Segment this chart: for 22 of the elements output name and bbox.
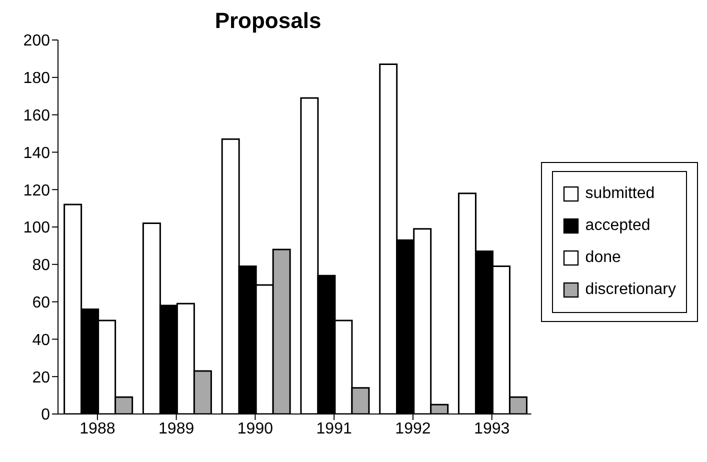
- y-tick-label: 120: [23, 182, 50, 200]
- chart-title: Proposals: [214, 8, 322, 34]
- legend-label: submitted: [585, 184, 655, 204]
- x-tick-label: 1992: [395, 420, 431, 438]
- x-tick-label: 1991: [316, 420, 352, 438]
- y-tick-label: 180: [23, 70, 50, 88]
- y-tick-label: 60: [32, 294, 50, 312]
- y-tick-label: 80: [32, 257, 50, 274]
- legend-label: accepted: [585, 216, 650, 236]
- y-tick-label: 40: [32, 332, 50, 349]
- y-tick-label: 20: [32, 369, 50, 386]
- legend-label: done: [585, 248, 621, 268]
- y-tick-label: 200: [23, 32, 50, 50]
- y-tick-label: 140: [23, 144, 50, 162]
- x-tick-label: 1993: [474, 420, 510, 438]
- y-tick-label: 160: [23, 107, 50, 124]
- legend-label: discretionary: [585, 280, 676, 300]
- x-tick-label: 1990: [237, 420, 274, 438]
- x-tick-label: 1988: [80, 420, 116, 438]
- x-tick-label: 1989: [158, 420, 194, 438]
- y-tick-label: 0: [41, 406, 50, 424]
- y-tick-label: 100: [23, 220, 50, 237]
